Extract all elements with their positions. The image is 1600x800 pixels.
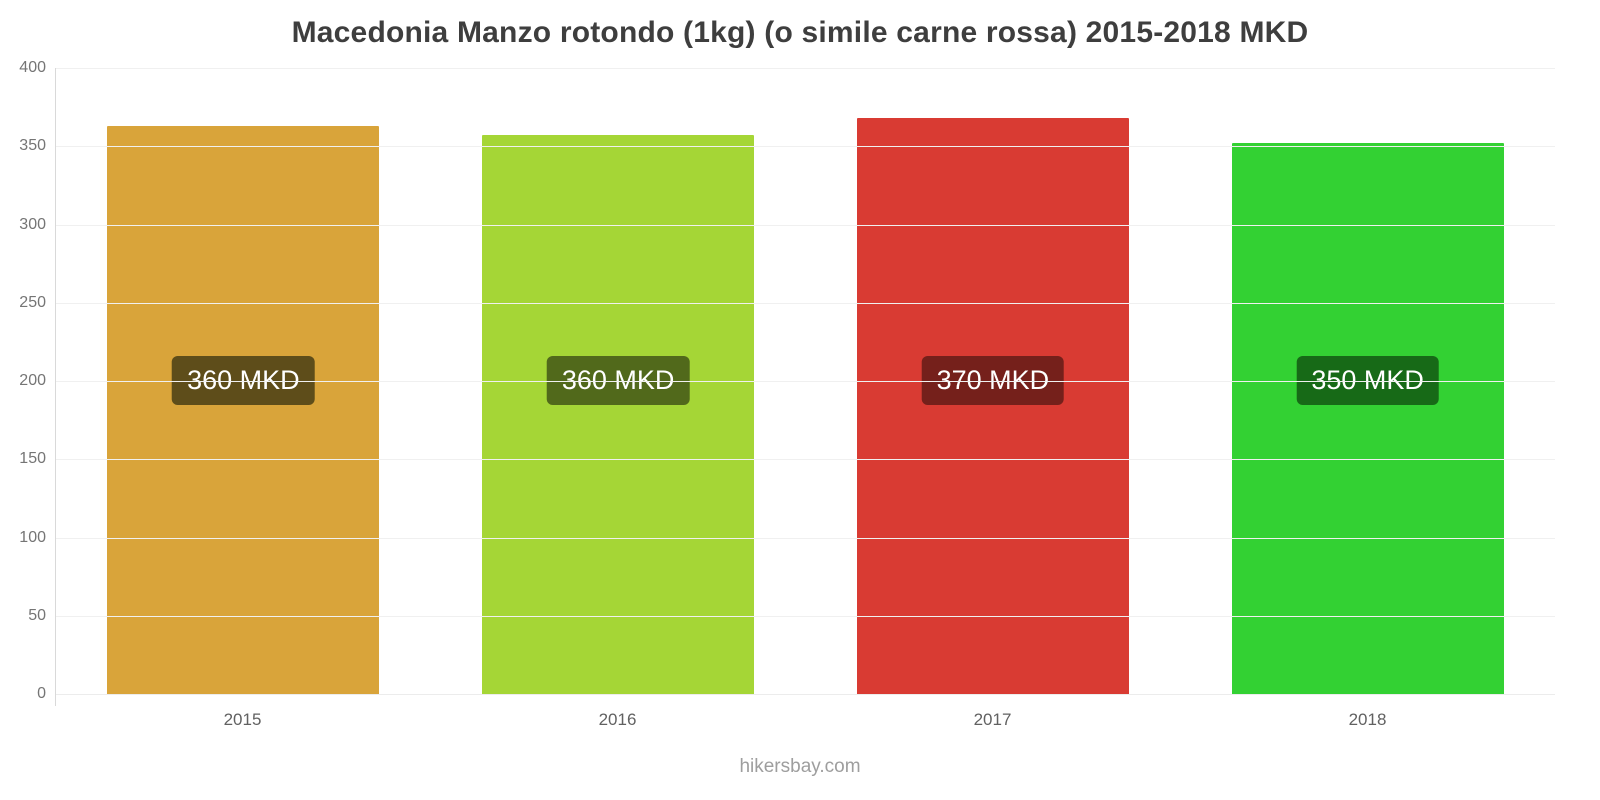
bar-2018[interactable]: 350 MKD: [1231, 143, 1504, 694]
gridline: [56, 302, 1555, 304]
gridline: [56, 146, 1555, 148]
gridline: [56, 615, 1555, 617]
bars-row: 360 MKD 360 MKD 370 MKD 350 MKD: [56, 68, 1555, 694]
bar-2017[interactable]: 370 MKD: [856, 118, 1129, 694]
y-tick-label: 300: [19, 215, 46, 233]
bar-value-label: 370 MKD: [921, 356, 1065, 405]
chart-title: Macedonia Manzo rotondo (1kg) (o simile …: [291, 16, 1309, 49]
bar-value-label: 350 MKD: [1296, 356, 1439, 405]
gridline: [56, 224, 1555, 226]
gridline: [56, 459, 1555, 461]
footer-watermark: hikersbay.com: [739, 756, 861, 777]
bar-slot: 360 MKD: [431, 68, 806, 694]
y-tick-label: 350: [19, 137, 46, 155]
bar-value-label: 360 MKD: [172, 356, 315, 405]
x-tick-label-2017: 2017: [973, 710, 1012, 729]
x-axis-origin-tick: [55, 694, 56, 706]
y-tick-label: 250: [19, 293, 46, 311]
y-tick-label: 0: [37, 685, 46, 702]
y-tick-label: 200: [19, 372, 46, 389]
x-tick-label-2015: 2015: [223, 710, 262, 729]
gridline: [56, 381, 1555, 382]
x-tick-label-2018: 2018: [1348, 710, 1387, 729]
y-tick-label: 50: [28, 606, 46, 624]
x-tick-label-2016: 2016: [598, 710, 637, 729]
y-tick-label: 150: [19, 450, 46, 468]
bar-slot: 370 MKD: [806, 68, 1181, 694]
bar-2016[interactable]: 360 MKD: [482, 135, 755, 694]
bar-slot: 360 MKD: [56, 68, 431, 694]
bar-value-label: 360 MKD: [546, 356, 690, 405]
x-axis-labels: 2015 2016 2017 2018: [55, 710, 1555, 730]
y-tick-label: 100: [19, 528, 46, 546]
plot-area: 360 MKD 360 MKD 370 MKD 350 MKD 0 50 100 150 20…: [19, 59, 1555, 706]
gridline: [56, 68, 1555, 69]
bar-2015[interactable]: 360 MKD: [107, 125, 380, 694]
gridline: [56, 537, 1555, 539]
bar-slot: 350 MKD: [1180, 68, 1555, 694]
y-tick-label: 400: [19, 59, 46, 76]
